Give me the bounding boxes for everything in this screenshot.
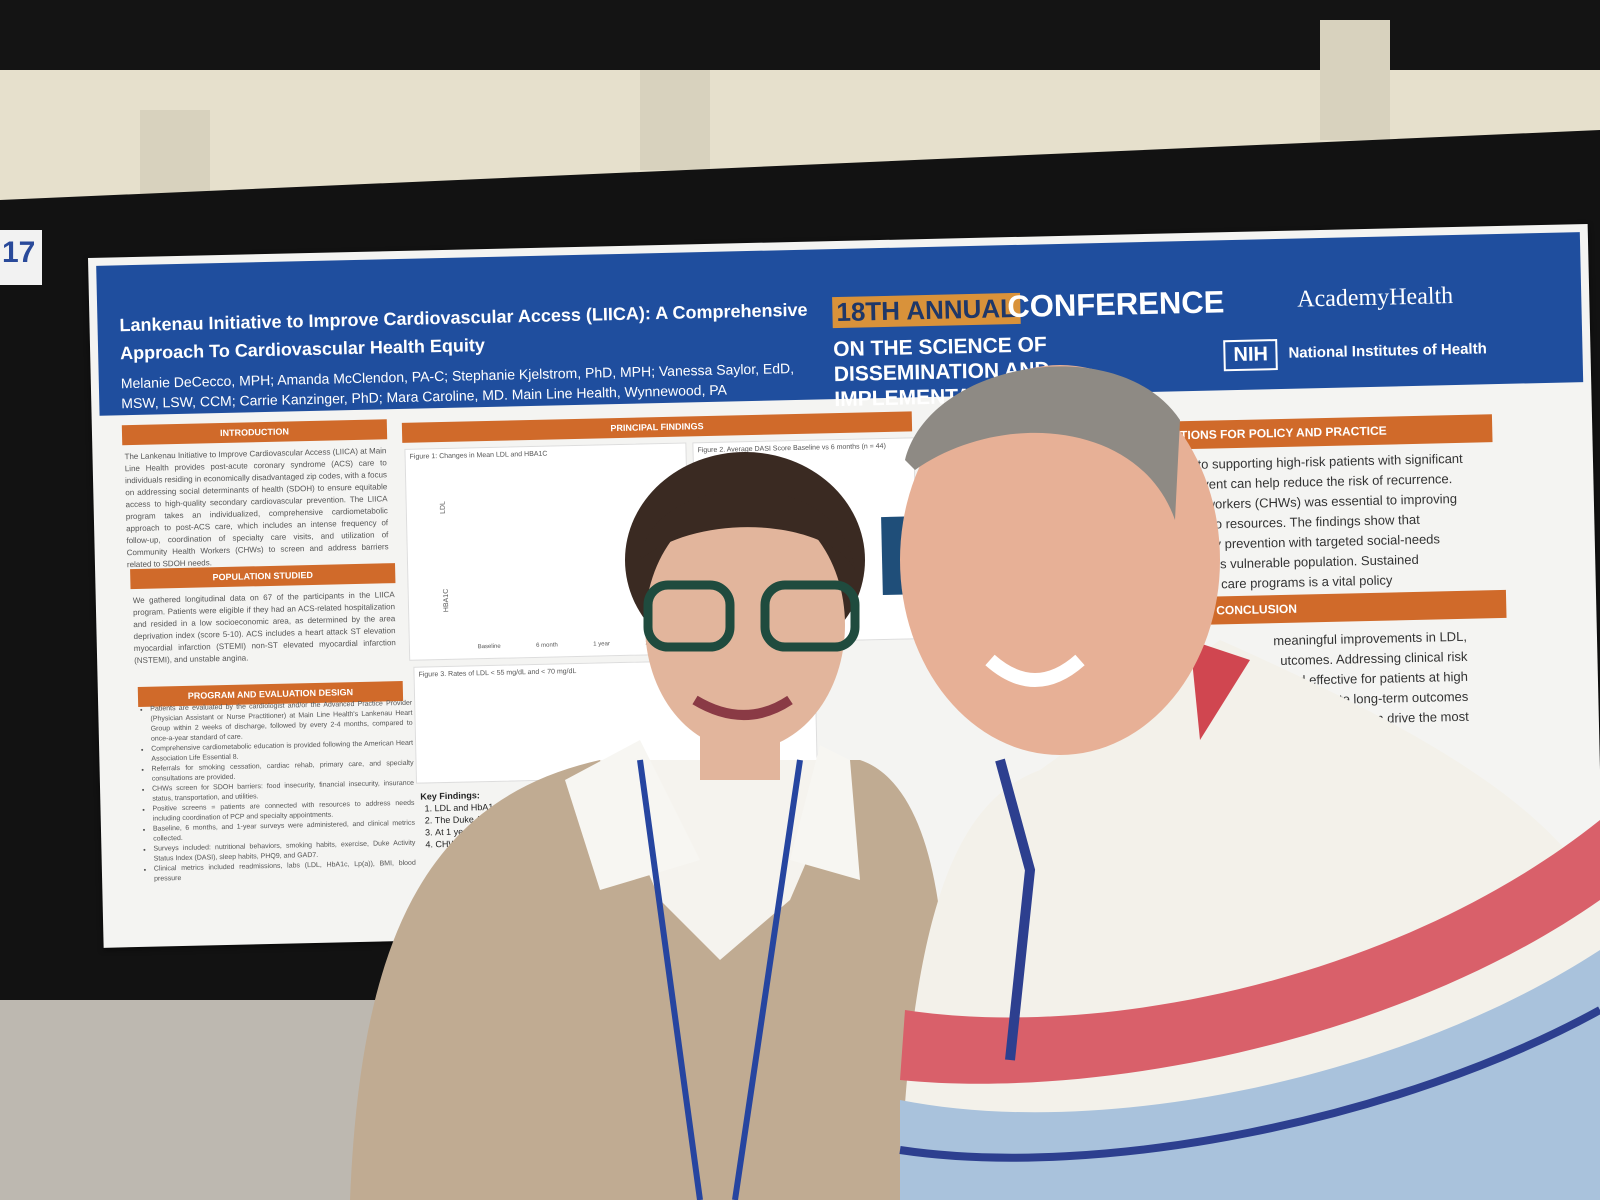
board-number: 17 (2, 236, 36, 269)
